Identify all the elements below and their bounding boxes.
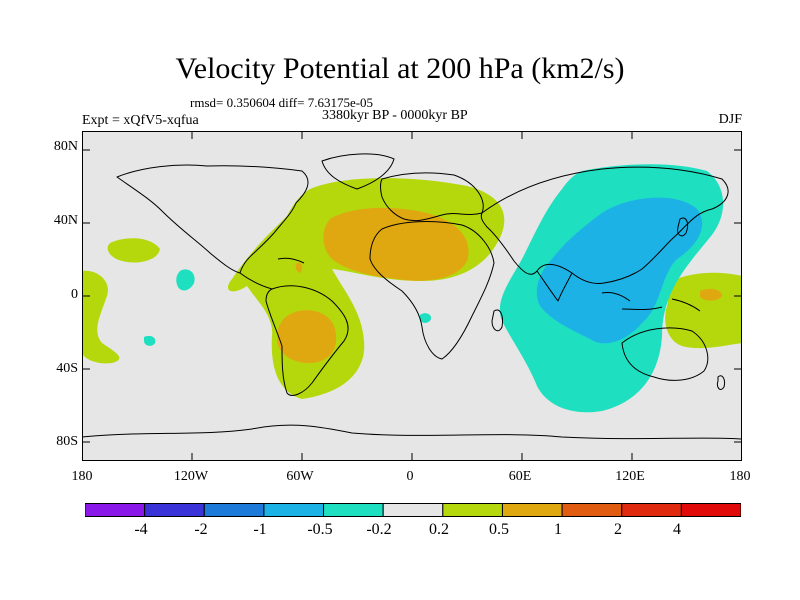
coastlines bbox=[82, 153, 742, 440]
colorbar-label: -2 bbox=[194, 521, 208, 538]
colorbar-label: -0.5 bbox=[307, 521, 333, 538]
colorbar-box bbox=[442, 503, 503, 517]
velocity-potential-map bbox=[82, 131, 742, 461]
map-ticks bbox=[82, 131, 742, 461]
x-tick-label: 0 bbox=[406, 469, 414, 484]
colorbar-label: 2 bbox=[614, 521, 622, 538]
colorbar-box bbox=[382, 503, 444, 517]
x-tick-label: 180 bbox=[71, 469, 93, 484]
map-title: Velocity Potential at 200 hPa (km2/s) bbox=[175, 52, 625, 85]
colorbar-box bbox=[144, 503, 205, 517]
colorbar-label: 1 bbox=[554, 521, 562, 538]
period-label: 3380kyr BP - 0000kyr BP bbox=[322, 108, 468, 123]
colorbar bbox=[85, 503, 741, 517]
colorbar-label: -4 bbox=[134, 521, 148, 538]
negative-mid-regions bbox=[536, 197, 703, 344]
y-tick-label: 40N bbox=[53, 213, 78, 228]
x-tick-label: 120E bbox=[615, 469, 645, 484]
colorbar-label: -1 bbox=[253, 521, 267, 538]
y-tick-label: 40S bbox=[56, 361, 78, 376]
colorbar-box bbox=[85, 503, 146, 517]
y-tick-label: 0 bbox=[71, 287, 78, 302]
x-tick-label: 120W bbox=[173, 469, 209, 484]
season-label: DJF bbox=[718, 112, 742, 127]
colorbar-box bbox=[621, 503, 682, 517]
colorbar-box bbox=[680, 503, 741, 517]
colorbar-box bbox=[501, 503, 563, 517]
x-tick-label: 60W bbox=[286, 469, 314, 484]
colorbar-box bbox=[263, 503, 325, 517]
colorbar-box bbox=[323, 503, 384, 517]
x-tick-label: 180 bbox=[729, 469, 751, 484]
colorbar-box bbox=[203, 503, 265, 517]
colorbar-label: 0.2 bbox=[429, 521, 449, 538]
y-tick-label: 80N bbox=[53, 139, 78, 154]
experiment-label: Expt = xQfV5-xqfua bbox=[82, 113, 199, 128]
positive-mid-regions bbox=[277, 207, 722, 364]
colorbar-label: -0.2 bbox=[366, 521, 392, 538]
rmsd-label: rmsd= 0.350604 diff= 7.63175e-05 bbox=[190, 95, 374, 110]
colorbar-label: 4 bbox=[673, 521, 681, 538]
colorbar-box bbox=[561, 503, 623, 517]
x-tick-label: 60E bbox=[508, 469, 532, 484]
colorbar-label: 0.5 bbox=[489, 521, 509, 538]
y-tick-label: 80S bbox=[56, 434, 78, 449]
